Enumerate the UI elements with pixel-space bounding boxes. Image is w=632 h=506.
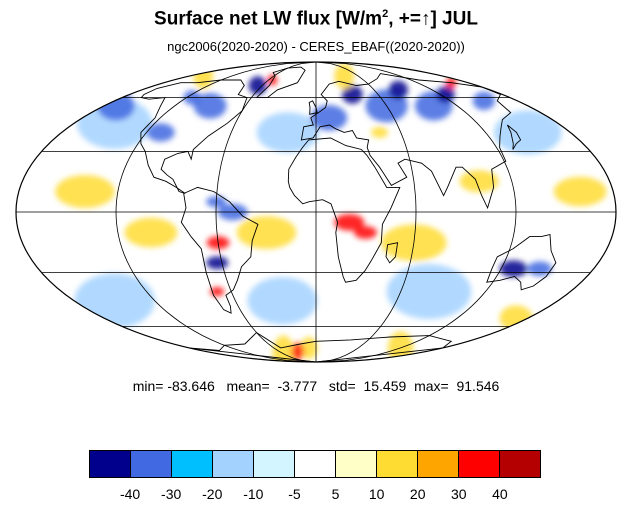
plot-subtitle: ngc2006(2020-2020) - CERES_EBAF((2020-20… bbox=[167, 39, 465, 54]
flux-anomaly-patch bbox=[493, 110, 562, 155]
colorbar-segment bbox=[500, 451, 540, 477]
flux-anomaly-patch bbox=[97, 91, 135, 121]
longitude-gridline bbox=[115, 62, 317, 362]
flux-anomaly-patch bbox=[388, 80, 408, 100]
colorbar-segment bbox=[213, 451, 254, 477]
flux-anomaly-patch bbox=[248, 76, 267, 95]
flux-anomaly-patch bbox=[124, 217, 178, 248]
colorbar-segment bbox=[254, 451, 295, 477]
colorbar-tick-label: 5 bbox=[331, 486, 340, 502]
flux-anomaly-patch bbox=[74, 273, 155, 329]
colorbar-segment bbox=[90, 451, 131, 477]
colorbar-segment bbox=[418, 451, 459, 477]
flux-anomaly-patch bbox=[206, 256, 229, 270]
longitude-gridline bbox=[215, 62, 317, 362]
greenland-coastline bbox=[255, 66, 306, 99]
colorbar-tick-label: -40 bbox=[119, 486, 141, 502]
uk-coastline bbox=[308, 100, 318, 115]
colorbar-tick-label: -10 bbox=[243, 486, 264, 502]
north-america-coastline bbox=[140, 79, 248, 194]
flux-anomaly-patch bbox=[334, 63, 355, 89]
madagascar-coastline bbox=[385, 242, 399, 264]
colorbar-tick-label: -30 bbox=[161, 486, 182, 502]
colorbar-segment bbox=[459, 451, 500, 477]
colorbar-tick-label: 20 bbox=[409, 486, 426, 502]
flux-anomaly-patch bbox=[291, 342, 304, 361]
colorbar-segment bbox=[295, 451, 336, 477]
colorbar bbox=[89, 450, 541, 478]
colorbar-segment bbox=[131, 451, 172, 477]
longitude-gridline bbox=[315, 62, 417, 362]
flux-anomaly-patch bbox=[371, 126, 389, 138]
south-america-coastline bbox=[180, 186, 259, 314]
flux-anomaly-patch bbox=[472, 91, 496, 111]
flux-anomaly-patch bbox=[236, 216, 297, 249]
globe-outline bbox=[15, 61, 617, 363]
flux-anomaly-patch bbox=[146, 123, 175, 142]
flux-anomaly-patch bbox=[247, 277, 318, 325]
flux-anomaly-patch bbox=[300, 336, 318, 359]
flux-anomaly-patch bbox=[334, 214, 365, 231]
colorbar-tick-label: 10 bbox=[368, 486, 385, 502]
flux-anomaly-patch bbox=[386, 264, 472, 320]
flux-anomaly-patch bbox=[353, 226, 378, 239]
colorbar-segment bbox=[336, 451, 377, 477]
europe-asia-coastline bbox=[300, 73, 512, 210]
flux-anomaly-patch bbox=[210, 287, 225, 297]
flux-anomaly-patch bbox=[459, 170, 499, 193]
colorbar-tick-label: -5 bbox=[288, 486, 301, 502]
colorbar-tick-label: -20 bbox=[202, 486, 223, 502]
colorbar-tick-label: 30 bbox=[451, 486, 467, 502]
colorbar-tick-label: 40 bbox=[492, 486, 508, 502]
colorbar-segment bbox=[377, 451, 418, 477]
japan-coastline bbox=[506, 124, 522, 150]
africa-coastline bbox=[287, 137, 401, 283]
flux-anomaly-patch bbox=[256, 112, 319, 153]
flux-anomaly-patch bbox=[436, 86, 455, 103]
plot-title: Surface net LW flux [W/m2, +=↑] JUL bbox=[154, 8, 478, 30]
colorbar-segment bbox=[172, 451, 213, 477]
longitude-gridline bbox=[315, 62, 517, 362]
flux-anomaly-patch bbox=[341, 85, 363, 104]
flux-anomaly-patch bbox=[553, 176, 607, 207]
statistics-line: min= -83.646 mean= -3.777 std= 15.459 ma… bbox=[132, 378, 500, 394]
flux-anomaly-patch bbox=[55, 175, 115, 208]
flux-anomaly-patch bbox=[193, 93, 227, 119]
up-arrow-icon: ↑ bbox=[420, 8, 431, 30]
